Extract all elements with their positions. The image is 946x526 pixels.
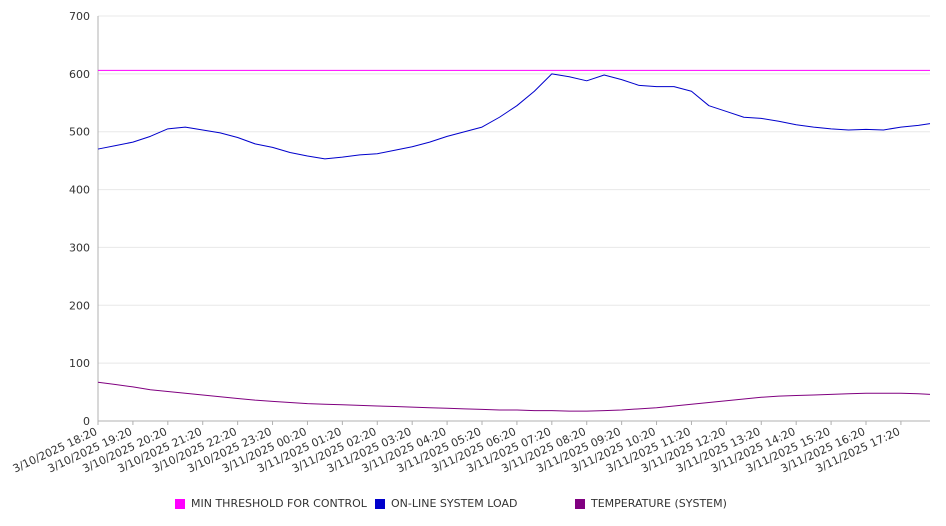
y-tick-label-100: 100 bbox=[69, 357, 90, 370]
series-lines bbox=[97, 69, 931, 412]
legend-swatch-system-load bbox=[375, 498, 385, 509]
legend: MIN THRESHOLD FOR CONTROL ON-LINE SYSTEM… bbox=[0, 497, 946, 515]
y-tick-label-500: 500 bbox=[69, 126, 90, 139]
legend-label-system-load: ON-LINE SYSTEM LOAD bbox=[391, 497, 518, 510]
y-tick-label-200: 200 bbox=[69, 299, 90, 312]
y-tick-label-400: 400 bbox=[69, 184, 90, 197]
x-tick-labels: 3/10/2025 18:203/10/2025 19:203/10/2025 … bbox=[11, 425, 902, 475]
legend-item-system-load[interactable]: ON-LINE SYSTEM LOAD bbox=[375, 497, 517, 510]
y-tick-labels: 0 100 200 300 400 500 600 700 bbox=[69, 10, 90, 428]
legend-label-temperature: TEMPERATURE (SYSTEM) bbox=[591, 497, 727, 510]
axes bbox=[97, 16, 930, 425]
y-tick-label-0: 0 bbox=[83, 415, 90, 428]
grid-lines bbox=[98, 15, 930, 364]
y-tick-label-600: 600 bbox=[69, 68, 90, 81]
series-line-on-line-system-load bbox=[97, 73, 931, 160]
y-tick-label-700: 700 bbox=[69, 10, 90, 23]
y-tick-label-300: 300 bbox=[69, 241, 90, 254]
legend-item-temperature[interactable]: TEMPERATURE (SYSTEM) bbox=[575, 497, 727, 510]
legend-label-threshold: MIN THRESHOLD FOR CONTROL bbox=[191, 497, 367, 510]
legend-swatch-temperature bbox=[575, 498, 585, 509]
series-line-temperature-system bbox=[97, 381, 931, 412]
legend-item-threshold[interactable]: MIN THRESHOLD FOR CONTROL bbox=[175, 497, 367, 510]
legend-swatch-threshold bbox=[175, 498, 185, 509]
